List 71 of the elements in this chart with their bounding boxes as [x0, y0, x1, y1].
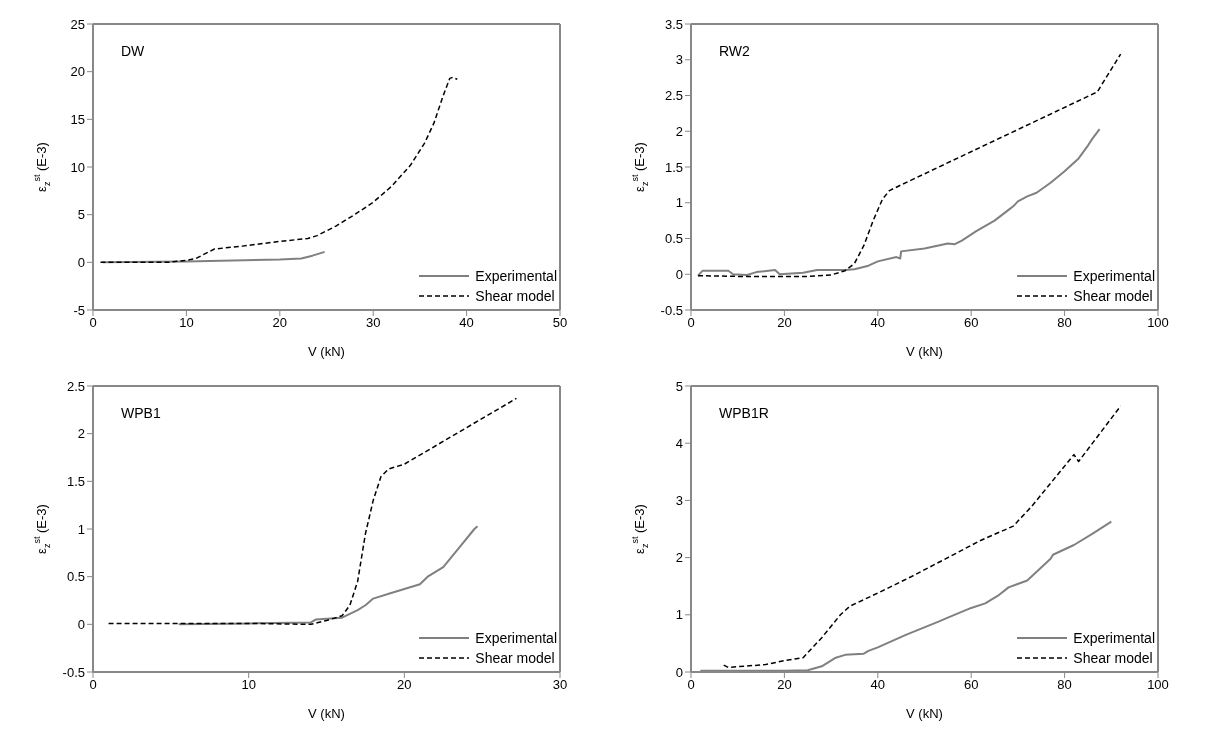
- x-tick-label: 20: [272, 315, 288, 331]
- y-tick-label: 15: [70, 111, 85, 127]
- y-tick-label: 2: [675, 550, 683, 566]
- y-tick-label: 1.5: [664, 159, 683, 175]
- x-tick-label: 0: [687, 677, 695, 693]
- x-tick-label: 60: [963, 315, 979, 331]
- y-tick-label: 0: [675, 266, 683, 282]
- x-tick-label: 20: [777, 677, 792, 693]
- x-tick-label: 40: [459, 315, 474, 331]
- annotation: WPB1: [121, 405, 161, 421]
- y-tick-label: 5: [77, 207, 85, 223]
- x-axis-title: V (kN): [906, 344, 943, 359]
- x-tick-label: 10: [241, 677, 256, 693]
- y-tick-label: 0.5: [66, 569, 85, 585]
- line-series: [177, 525, 479, 626]
- y-tick-label: -0.5: [660, 302, 683, 318]
- x-axis-title: V (kN): [308, 706, 345, 721]
- legend-label: Shear model: [475, 650, 555, 666]
- y-tick-label: 5: [675, 378, 683, 394]
- legend-label: Shear model: [1073, 650, 1153, 666]
- x-tick-label: 50: [552, 315, 568, 331]
- y-tick-label: 10: [70, 159, 85, 175]
- line-series: [107, 397, 518, 626]
- y-tick-label: 2: [675, 123, 683, 139]
- legend-label: Experimental: [1073, 268, 1155, 284]
- y-tick-label: 1.5: [66, 473, 85, 489]
- x-tick-label: 0: [687, 315, 695, 331]
- y-tick-label: 3: [675, 52, 683, 68]
- y-tick-label: 0: [77, 254, 85, 270]
- x-tick-label: 20: [397, 677, 412, 693]
- y-tick-label: 20: [70, 64, 85, 80]
- y-tick-label: 1: [77, 521, 85, 537]
- y-tick-label: 1: [675, 607, 683, 623]
- x-axis-title: V (kN): [906, 706, 943, 721]
- y-tick-label: 0: [675, 664, 683, 680]
- x-tick-label: 20: [777, 315, 792, 331]
- y-tick-label: 25: [70, 16, 85, 32]
- x-tick-label: 0: [89, 677, 97, 693]
- line-series: [101, 250, 326, 264]
- legend-label: Experimental: [1073, 630, 1155, 646]
- line-series: [99, 76, 459, 264]
- x-tick-label: 40: [870, 677, 886, 693]
- y-tick-label: 2.5: [66, 378, 85, 394]
- y-tick-label: 0.5: [664, 231, 683, 247]
- annotation: DW: [121, 43, 145, 59]
- y-tick-label: 1: [675, 195, 683, 211]
- x-tick-label: 0: [89, 315, 97, 331]
- x-axis-title: V (kN): [308, 344, 345, 359]
- y-tick-label: 2: [77, 426, 85, 442]
- x-tick-label: 80: [1057, 677, 1072, 693]
- x-tick-label: 30: [552, 677, 568, 693]
- legend-label: Experimental: [475, 268, 557, 284]
- annotation: RW2: [719, 43, 750, 59]
- x-tick-label: 80: [1057, 315, 1072, 331]
- legend-label: Shear model: [1073, 288, 1153, 304]
- y-tick-label: -0.5: [62, 664, 85, 680]
- x-tick-label: 100: [1147, 315, 1169, 331]
- y-tick-label: -5: [73, 302, 85, 318]
- y-tick-label: 3.5: [664, 16, 683, 32]
- legend-label: Shear model: [475, 288, 555, 304]
- y-tick-label: 0: [77, 616, 85, 632]
- x-tick-label: 100: [1147, 677, 1169, 693]
- y-tick-label: 3: [675, 493, 683, 509]
- annotation: WPB1R: [719, 405, 769, 421]
- y-tick-label: 4: [675, 435, 683, 451]
- x-tick-label: 10: [179, 315, 194, 331]
- legend-label: Experimental: [475, 630, 557, 646]
- x-tick-label: 40: [870, 315, 886, 331]
- y-tick-label: 2.5: [664, 88, 683, 104]
- x-tick-label: 30: [365, 315, 381, 331]
- x-tick-label: 60: [963, 677, 979, 693]
